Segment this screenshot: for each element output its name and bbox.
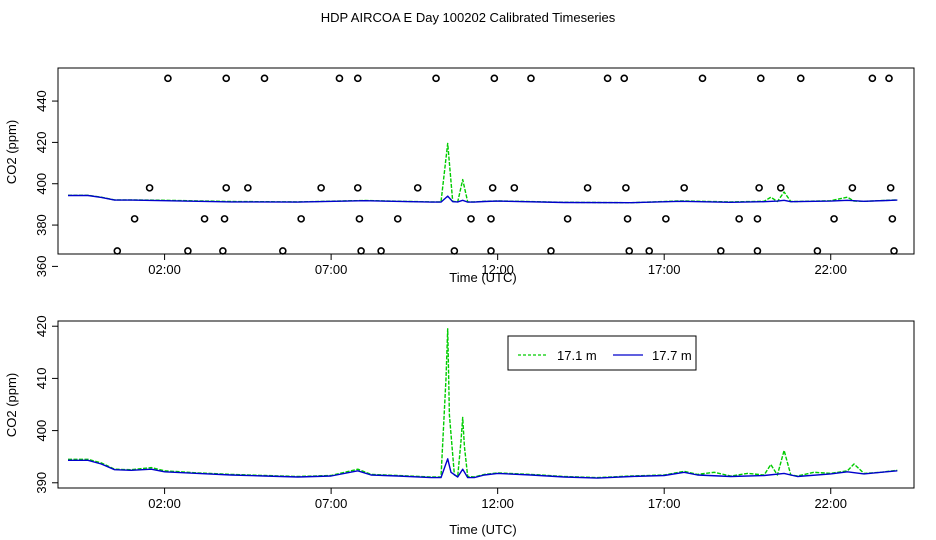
y-tick-label: 420 — [34, 315, 49, 337]
x-tick-label: 22:00 — [814, 496, 847, 511]
legend: 17.1 m 17.7 m — [507, 335, 697, 371]
plot-area — [68, 328, 898, 479]
calibration-point — [222, 74, 231, 83]
x-tick-label: 07:00 — [315, 262, 348, 277]
calibration-point — [244, 184, 252, 192]
calibration-point — [662, 215, 670, 223]
calibration-point — [220, 215, 229, 223]
top-panel: Time (UTC) CO2 (ppm) 02:00 07:00 12:00 17:0… — [4, 67, 915, 285]
calibration-point — [563, 215, 572, 223]
calibration-point — [413, 184, 422, 192]
y-tick-label: 420 — [34, 132, 49, 154]
x-tick-label: 22:00 — [814, 262, 847, 277]
y-tick-label: 390 — [34, 472, 49, 494]
calibration-point — [830, 215, 838, 223]
x-tick-label: 02:00 — [148, 262, 181, 277]
bottom-x-axis-label: Time (UTC) — [449, 522, 516, 537]
calibration-point — [353, 74, 362, 83]
calibration-point — [623, 215, 632, 223]
calibration-point — [890, 247, 898, 255]
series-line-s171 — [68, 142, 898, 204]
legend-label-17-1m: 17.1 m — [557, 348, 597, 363]
calibration-point — [219, 247, 227, 255]
y-tick-label: 440 — [34, 90, 49, 112]
calibration-point — [868, 74, 877, 83]
calibration-point — [317, 184, 325, 192]
calibration-point — [848, 184, 857, 192]
calibration-point — [393, 215, 402, 223]
legend-box — [507, 335, 697, 371]
calibration-point — [260, 74, 269, 83]
calibration-point — [490, 74, 499, 83]
calibration-point — [164, 74, 172, 83]
y-tick-label: 410 — [34, 368, 49, 390]
calibration-point — [583, 184, 592, 192]
calibration-point — [297, 215, 305, 223]
y-tick-label: 360 — [34, 256, 49, 278]
calibration-point — [776, 184, 785, 192]
calibration-point — [510, 184, 519, 192]
calibration-point — [487, 215, 495, 223]
y-tick-label: 400 — [34, 173, 49, 195]
calibration-point — [735, 215, 743, 223]
calibration-point — [279, 247, 287, 255]
calibration-point — [353, 184, 362, 192]
y-tick-label: 400 — [34, 420, 49, 442]
x-tick-label: 12:00 — [481, 262, 514, 277]
calibration-point — [200, 215, 209, 223]
calibration-point — [885, 74, 893, 83]
calibration-point — [527, 74, 535, 83]
calibration-point — [756, 74, 765, 83]
calibration-point — [184, 247, 192, 255]
calibration-point — [547, 247, 555, 255]
x-tick-label: 17:00 — [648, 262, 681, 277]
calibration-point — [355, 215, 364, 223]
calibration-point — [432, 74, 440, 83]
calibration-point — [145, 184, 154, 192]
plot-area — [68, 142, 898, 204]
y-tick-label: 380 — [34, 214, 49, 236]
calibration-point — [888, 215, 897, 223]
legend-label-17-7m: 17.7 m — [652, 348, 692, 363]
calibration-point — [796, 74, 805, 83]
x-tick-label: 17:00 — [648, 496, 681, 511]
figure-title: HDP AIRCOA E Day 100202 Calibrated Times… — [321, 10, 616, 25]
calibration-point — [753, 247, 762, 255]
calibration-point — [813, 247, 822, 255]
series-line-s177 — [68, 458, 898, 479]
calibration-point — [130, 215, 139, 223]
x-tick-label: 12:00 — [481, 496, 514, 511]
x-tick-label: 07:00 — [315, 496, 348, 511]
bottom-panel: Time (UTC) CO2 (ppm) 17.1 m 17.7 m 02:00… — [4, 315, 915, 537]
x-tick-label: 02:00 — [148, 496, 181, 511]
series-line-s171 — [68, 328, 898, 479]
calibration-point — [753, 215, 762, 223]
calibration-point — [488, 184, 497, 192]
calibration-point — [620, 74, 629, 83]
plot-frame — [57, 320, 915, 489]
calibration-point — [622, 184, 630, 192]
calibration-point — [467, 215, 475, 223]
calibration-point — [222, 184, 231, 192]
top-x-axis-label: Time (UTC) — [449, 270, 516, 285]
plot-frame — [57, 67, 915, 255]
calibration-point — [680, 184, 688, 192]
calibration-point — [377, 247, 385, 255]
calibration-point — [450, 247, 459, 255]
calibration-point — [357, 247, 365, 255]
calibration-point — [886, 184, 895, 192]
series-line-s177 — [68, 194, 898, 204]
calibration-point — [625, 247, 634, 255]
bottom-y-axis-label: CO2 (ppm) — [4, 373, 19, 437]
calibration-point — [698, 74, 707, 83]
calibration-point — [645, 247, 654, 255]
calibration-point — [717, 247, 725, 255]
calibration-point — [755, 184, 763, 192]
top-y-axis-label: CO2 (ppm) — [4, 120, 19, 184]
calibration-point — [113, 247, 122, 255]
calibration-point — [603, 74, 612, 83]
calibration-point — [487, 247, 495, 255]
calibration-point — [335, 74, 344, 83]
